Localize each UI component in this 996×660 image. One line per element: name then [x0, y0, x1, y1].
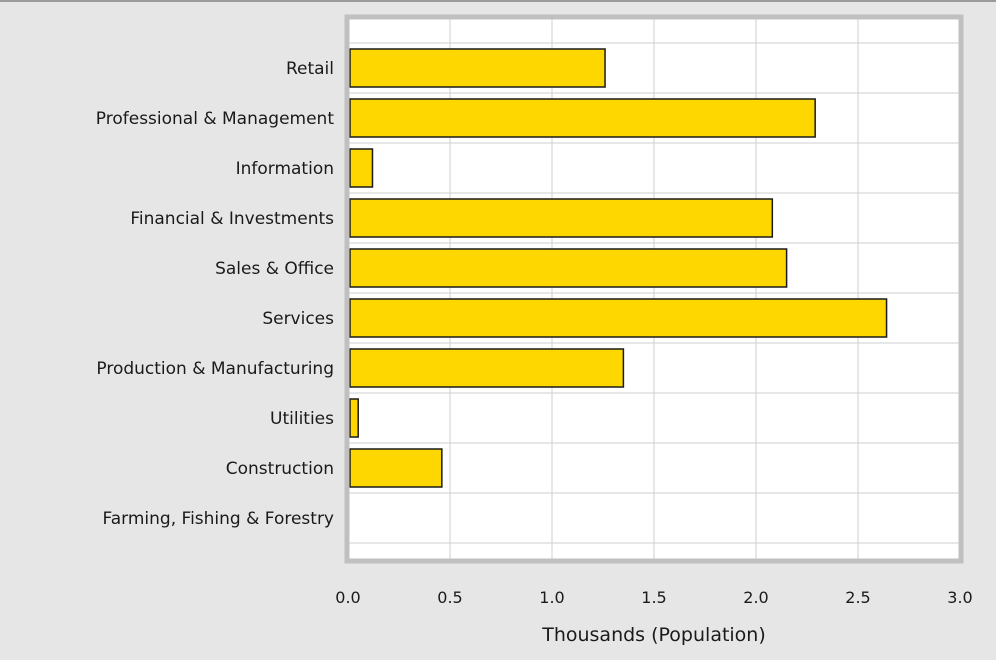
bar: [349, 398, 359, 438]
category-label: Retail: [286, 59, 334, 79]
x-tick-label: 3.0: [947, 588, 972, 607]
category-label: Farming, Fishing & Forestry: [103, 509, 334, 529]
x-tick-label: 1.0: [539, 588, 564, 607]
bar: [349, 148, 374, 188]
category-label: Professional & Management: [96, 109, 335, 129]
category-label: Production & Manufacturing: [96, 359, 334, 379]
category-label: Construction: [226, 459, 334, 479]
bar: [349, 298, 888, 338]
x-tick-label: 2.5: [845, 588, 870, 607]
bar: [349, 348, 625, 388]
x-tick-labels: 0.0 0.5 1.0 1.5 2.0 2.5 3.0: [335, 588, 972, 607]
x-tick-label: 1.5: [641, 588, 666, 607]
bar: [349, 448, 443, 488]
category-labels: Retail Professional & Management Informati…: [96, 59, 335, 529]
x-tick-label: 0.5: [437, 588, 462, 607]
category-label: Sales & Office: [215, 259, 334, 279]
bar: [349, 248, 788, 288]
x-axis-title: Thousands (Population): [541, 624, 766, 646]
bar: [349, 198, 774, 238]
category-label: Services: [262, 309, 334, 329]
bar: [349, 48, 606, 88]
bars: [349, 48, 888, 488]
category-label: Utilities: [270, 409, 334, 429]
bar: [349, 98, 816, 138]
x-tick-label: 0.0: [335, 588, 360, 607]
category-label: Financial & Investments: [130, 209, 334, 229]
x-tick-label: 2.0: [743, 588, 768, 607]
plot-frame: [344, 14, 964, 564]
category-label: Information: [236, 159, 334, 179]
